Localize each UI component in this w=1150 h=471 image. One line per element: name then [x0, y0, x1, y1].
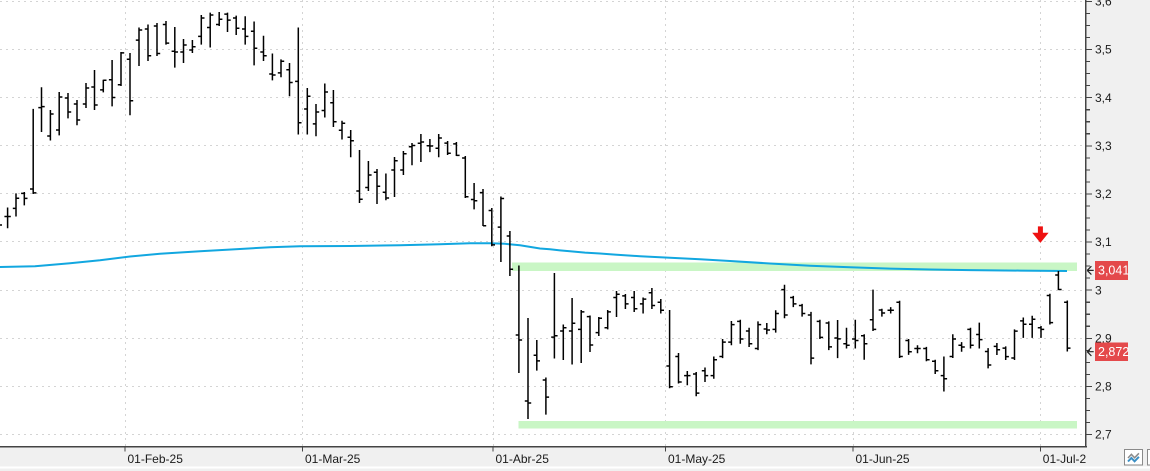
- svg-text:2,7: 2,7: [1095, 428, 1112, 442]
- svg-text:2,872: 2,872: [1098, 345, 1129, 359]
- svg-text:3,041: 3,041: [1098, 264, 1129, 278]
- svg-text:3,6: 3,6: [1095, 0, 1112, 9]
- svg-text:01-Mar-25: 01-Mar-25: [305, 452, 361, 466]
- svg-text:3,4: 3,4: [1095, 91, 1112, 105]
- svg-text:01-Jul-2: 01-Jul-2: [1043, 452, 1087, 466]
- svg-text:3,3: 3,3: [1095, 139, 1112, 153]
- svg-text:01-Feb-25: 01-Feb-25: [128, 452, 184, 466]
- svg-text:3,1: 3,1: [1095, 235, 1112, 249]
- svg-text:3,5: 3,5: [1095, 43, 1112, 57]
- svg-text:2,8: 2,8: [1095, 380, 1112, 394]
- svg-text:3: 3: [1095, 283, 1102, 297]
- svg-text:01-Jun-25: 01-Jun-25: [856, 452, 910, 466]
- svg-text:2,9: 2,9: [1095, 332, 1112, 346]
- svg-text:3,2: 3,2: [1095, 187, 1112, 201]
- svg-text:01-Abr-25: 01-Abr-25: [496, 452, 550, 466]
- svg-text:01-May-25: 01-May-25: [668, 452, 726, 466]
